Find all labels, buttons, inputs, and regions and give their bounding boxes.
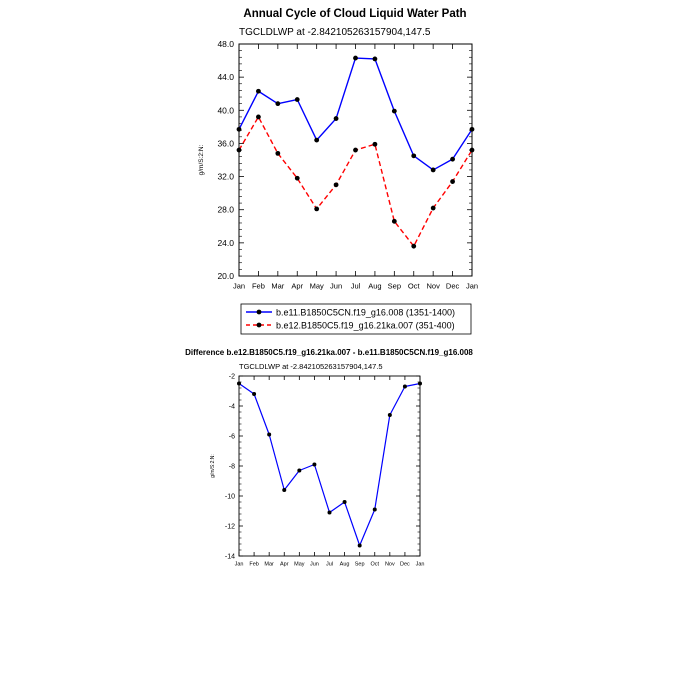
top-series-2-point [333,182,339,188]
bottom-chart-ylabel: g/m/S:2:N: [210,454,216,478]
top-chart-series [236,55,475,249]
bottom-ytick-label: -14 [225,553,235,560]
top-series-2-point [411,243,417,249]
bottom-ytick-label: -10 [225,493,235,500]
bottom-series-1-point [267,432,272,437]
bottom-series-1-point [402,384,407,389]
bottom-series-1-point [357,543,362,548]
bottom-xtick-label: Apr [280,562,289,568]
top-series-1-point [450,156,455,162]
bottom-series-1-point [297,468,302,473]
top-ytick-label: 20.0 [217,271,234,281]
bottom-xtick-label: Sep [355,562,365,568]
top-chart-ylabel: g/m/S:2:N: [198,144,205,175]
bottom-xtick-label: Jan [235,562,244,568]
top-xtick-label: May [310,282,324,291]
bottom-series-1-point [282,488,287,492]
bottom-ytick-label: -12 [225,523,235,530]
top-chart-axes: Jan Feb Mar Apr May Jun Jul Aug Sep Oct Nov Dec Jan2… [217,39,478,291]
top-xtick-label: Dec [446,282,460,291]
top-series-1-point [372,56,378,62]
bottom-xtick-label: Jun [310,562,319,568]
legend-marker-2 [256,322,262,328]
top-series-2-point [294,175,300,181]
top-ytick-label: 32.0 [217,172,234,182]
top-xtick-label: Aug [368,282,381,291]
bottom-xtick-label: Nov [385,562,395,568]
top-ytick-label: 44.0 [217,72,234,82]
top-xtick-label: Oct [408,282,421,291]
top-xtick-label: Nov [426,282,440,291]
top-xtick-label: Jul [351,282,361,291]
top-chart-frame [238,43,473,277]
top-series-1-point [430,167,436,173]
top-series-1-point [294,97,300,102]
top-series-2-point [314,206,320,212]
top-xtick-label: Jan [233,282,245,291]
bottom-ytick-label: -6 [229,433,235,440]
top-series-2-point [450,179,455,184]
top-series-2-point [372,141,378,147]
top-chart: Annual Cycle of Cloud Liquid Water Path … [198,8,478,335]
top-ytick-label: 36.0 [217,138,234,148]
bottom-chart-series [237,381,422,548]
top-xtick-label: Apr [291,282,303,291]
legend-marker-1 [256,309,262,315]
legend: b.e11.B1850C5CN.f19_g16.008 (1351-1400) … [240,303,472,335]
top-series-1-point [256,88,261,94]
bottom-xtick-label: Mar [264,562,274,568]
bottom-series-1-point [342,500,347,504]
bottom-series-1-point [372,507,377,512]
bottom-series-1-point [312,462,317,467]
top-series-1-point [333,116,339,121]
bottom-chart: Difference b.e12.B1850C5.f19_g16.21ka.00… [185,348,473,568]
legend-entry-1: b.e11.B1850C5CN.f19_g16.008 (1351-1400) [246,308,455,318]
legend-label-2: b.e12.B1850C5.f19_g16.21ka.007 (351-400) [276,321,455,331]
top-xtick-label: Jan [466,282,478,291]
top-xtick-label: Mar [271,282,284,291]
bottom-xtick-label: May [294,562,305,568]
top-series-1-point [391,108,397,114]
top-series-1-point [275,101,281,107]
legend-box [240,303,472,335]
top-series-1-point [411,153,417,159]
top-series-2-point [353,147,358,153]
bottom-xtick-label: Dec [400,562,410,568]
bottom-chart-title: Difference b.e12.B1850C5.f19_g16.21ka.00… [185,348,473,357]
bottom-xtick-label: Jan [416,562,425,568]
bottom-series-1-point [252,392,257,396]
legend-entry-2: b.e12.B1850C5.f19_g16.21ka.007 (351-400) [246,321,455,331]
top-series-2-point [430,205,436,211]
top-ytick-label: 48.0 [217,39,234,49]
top-xtick-label: Jun [330,282,342,291]
bottom-ytick-label: -4 [229,403,235,410]
top-series-1-point [314,137,320,143]
top-xtick-label: Feb [252,282,265,291]
top-chart-title: Annual Cycle of Cloud Liquid Water Path [243,8,466,20]
bottom-xtick-label: Jul [326,562,333,568]
top-series-1-point [353,55,358,61]
top-series-2-point [275,150,281,156]
bottom-chart-subtitle: TGCLDLWP at -2.842105263157904,147.5 [239,362,383,371]
bottom-ytick-label: -2 [229,373,235,380]
legend-label-1: b.e11.B1850C5CN.f19_g16.008 (1351-1400) [276,308,455,318]
top-chart-subtitle: TGCLDLWP at -2.842105263157904,147.5 [239,27,431,38]
bottom-xtick-label: Aug [340,562,350,568]
bottom-series-1-point [387,413,392,417]
top-ytick-label: 24.0 [217,238,234,248]
top-ytick-label: 28.0 [217,205,234,215]
top-series-2-point [391,218,397,224]
top-xtick-label: Sep [388,282,401,291]
bottom-xtick-label: Feb [249,562,258,568]
top-ytick-label: 40.0 [217,105,234,115]
bottom-series-1-point [327,510,332,515]
bottom-xtick-label: Oct [370,562,379,568]
top-series-2-point [256,114,261,120]
bottom-ytick-label: -8 [229,463,235,470]
bottom-chart-frame [238,375,421,557]
